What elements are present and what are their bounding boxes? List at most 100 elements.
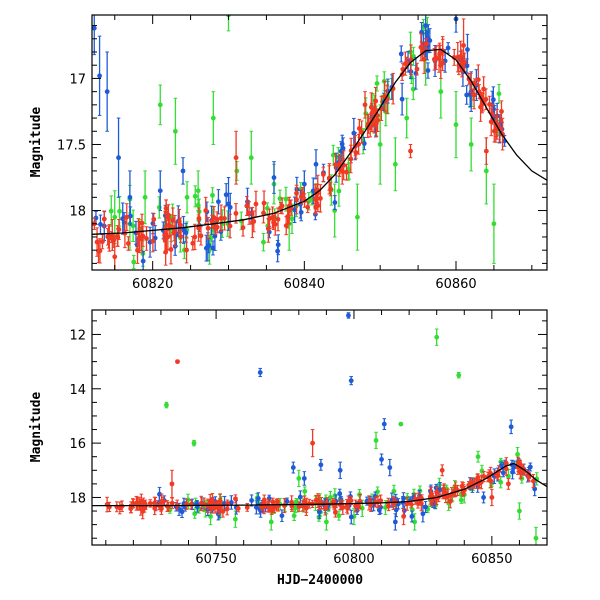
green-data-point — [291, 510, 297, 521]
red-outlier-point — [505, 477, 511, 490]
green-outlier-point — [456, 371, 462, 379]
bottom-axes-frame — [91, 309, 548, 546]
red-data-point — [296, 501, 302, 512]
blue-data-point — [361, 136, 367, 151]
red-data-point — [300, 186, 306, 201]
blue-outlier-point — [392, 513, 398, 531]
blue-data-point — [210, 240, 216, 256]
blue-data-point — [297, 490, 303, 504]
blue-outlier-point — [379, 453, 384, 466]
green-outlier-point — [533, 526, 539, 545]
green-data-point — [336, 175, 342, 207]
red-data-point — [353, 499, 358, 513]
red-data-point — [125, 236, 131, 251]
green-outlier-point — [491, 183, 497, 264]
green-data-point — [131, 254, 137, 270]
blue-outlier-point — [409, 510, 415, 523]
red-data-point — [251, 210, 257, 233]
red-data-point — [240, 218, 246, 237]
x-tick-label: 60800 — [333, 552, 374, 567]
bottom-axis-ticks: 60750 60800 60850 12 14 16 18 — [69, 310, 548, 567]
red-data-point — [233, 494, 238, 504]
red-data-point — [271, 214, 276, 230]
green-outlier-point — [392, 137, 398, 192]
red-data-point — [261, 202, 266, 224]
blue-outlier-point — [127, 170, 133, 225]
blue-outlier-point — [346, 312, 351, 319]
bottom-panel: 60750 60800 60850 12 14 16 18 Magnitude HJD−24… — [29, 309, 548, 588]
green-data-point — [192, 185, 198, 208]
red-data-point — [151, 213, 157, 226]
blue-data-point — [527, 462, 533, 472]
top-axis-ticks: 60820 60840 60860 17 17.5 18 — [57, 15, 547, 292]
blue-outlier-point — [348, 376, 354, 386]
red-data-point — [431, 47, 437, 71]
blue-data-point — [348, 509, 354, 525]
red-data-point — [340, 500, 346, 515]
y-tick-label: 14 — [69, 383, 86, 398]
green-outlier-point — [412, 513, 418, 531]
top-panel: 60820 60840 60860 17 17.5 18 Magnitude — [29, 14, 548, 292]
red-outlier-point — [483, 137, 489, 165]
red-data-point — [124, 203, 130, 232]
blue-data-point — [399, 82, 405, 116]
red-data-point — [184, 236, 189, 264]
y-tick-label: 17 — [69, 72, 86, 87]
red-data-point — [244, 503, 250, 512]
green-data-point — [498, 476, 504, 489]
green-data-point — [184, 181, 190, 214]
blue-data-point — [279, 509, 285, 522]
bottom-panel-points — [104, 312, 540, 545]
x-tick-label: 60860 — [435, 277, 476, 292]
red-data-point — [163, 238, 169, 266]
blue-data-point — [223, 183, 229, 207]
x-tick-label: 60750 — [195, 552, 236, 567]
red-data-point — [192, 223, 198, 251]
red-data-point — [493, 115, 499, 143]
red-data-point — [414, 62, 420, 76]
red-outlier-point — [165, 223, 171, 251]
green-outlier-point — [398, 421, 404, 427]
green-data-point — [261, 233, 266, 252]
blue-outlier-point — [481, 491, 486, 504]
red-data-point — [227, 213, 233, 239]
red-data-point — [135, 496, 140, 510]
red-data-point — [471, 477, 477, 489]
x-tick-label: 60820 — [132, 277, 173, 292]
red-outlier-point — [135, 236, 140, 264]
green-data-point — [336, 510, 342, 521]
green-outlier-point — [453, 91, 459, 159]
red-data-point — [320, 166, 326, 183]
green-data-point — [283, 186, 289, 212]
green-outlier-point — [373, 431, 379, 450]
red-data-point — [244, 195, 250, 216]
top-model-curve — [92, 48, 547, 235]
green-data-point — [458, 496, 464, 504]
red-data-point — [233, 203, 239, 224]
red-data-point — [138, 500, 144, 516]
red-data-point — [459, 481, 465, 491]
red-data-point — [178, 217, 183, 234]
bottom-x-axis-label: HJD−2400000 — [277, 573, 363, 588]
red-data-point — [312, 183, 318, 215]
green-data-point — [374, 75, 380, 92]
blue-outlier-point — [271, 161, 277, 194]
blue-data-point — [313, 149, 319, 180]
red-data-point — [344, 163, 349, 181]
blue-outlier-point — [381, 418, 387, 431]
red-data-point — [475, 473, 481, 482]
green-outlier-point — [468, 117, 474, 172]
red-data-point — [152, 496, 157, 510]
red-data-point — [265, 214, 271, 243]
bottom-model-curve — [92, 462, 547, 507]
red-data-point — [322, 500, 328, 516]
red-data-point — [456, 55, 462, 76]
top-axes-frame — [91, 14, 548, 271]
blue-data-point — [464, 85, 470, 105]
red-data-point — [372, 99, 378, 121]
red-data-point — [423, 37, 429, 50]
blue-outlier-point — [104, 51, 110, 132]
x-tick-label: 60840 — [284, 277, 325, 292]
red-data-point — [169, 497, 175, 509]
green-outlier-point — [332, 183, 338, 238]
